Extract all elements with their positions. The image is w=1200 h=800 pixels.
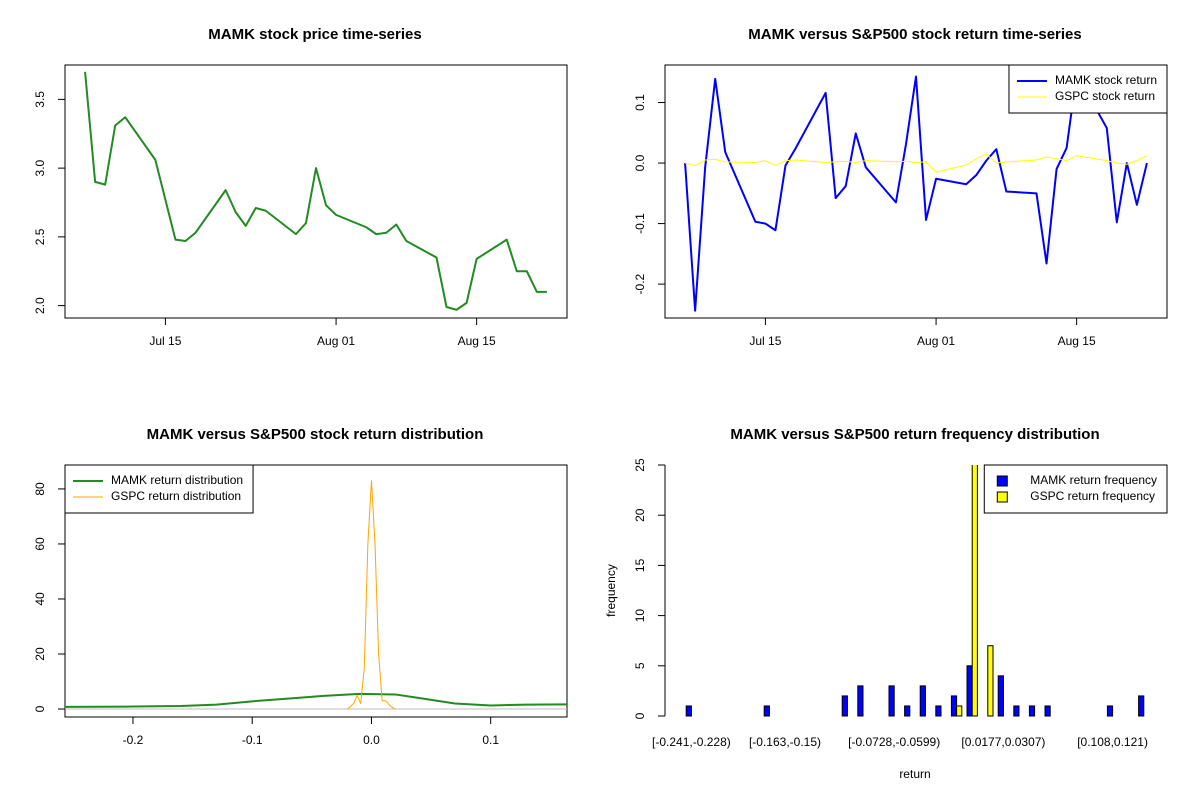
bar — [987, 645, 994, 717]
x-tick-label: 0.1 — [482, 733, 499, 747]
y-tick-label: 0 — [33, 705, 47, 712]
bar — [904, 705, 911, 717]
y-tick-label: 15 — [633, 558, 647, 572]
series-line — [684, 73, 1148, 312]
bar — [1138, 695, 1145, 717]
y-tick-label: 2.0 — [33, 297, 47, 314]
legend: MAMK return distribution GSPC return dist… — [64, 464, 254, 514]
y-tick-label: 20 — [33, 647, 47, 661]
bar — [1013, 705, 1020, 717]
bar — [997, 675, 1004, 717]
bar — [919, 685, 926, 717]
bar — [1044, 705, 1051, 717]
bar — [841, 695, 848, 717]
y-tick-label: 25 — [633, 458, 647, 472]
legend-box — [64, 464, 254, 514]
y-axis-label: frequency — [604, 564, 618, 617]
plot-frame — [64, 64, 568, 319]
chart-title: MAMK stock price time-series — [208, 26, 421, 43]
x-tick-label: [0.108,0.121) — [1077, 735, 1148, 749]
y-tick-label: 3.0 — [33, 159, 47, 176]
chart-title: MAMK versus S&P500 stock return time-ser… — [748, 26, 1081, 43]
y-tick-label: 60 — [33, 537, 47, 551]
y-tick-label: 10 — [633, 609, 647, 623]
x-tick-label: [-0.0728,-0.0599) — [848, 735, 940, 749]
y-tick-label: 80 — [33, 482, 47, 496]
x-tick-label: Jul 15 — [749, 334, 781, 348]
bar — [966, 665, 973, 717]
series-line — [347, 480, 396, 710]
x-tick-label: [-0.241,-0.228) — [652, 735, 731, 749]
x-tick-label: Aug 01 — [317, 334, 355, 348]
legend-swatch — [996, 491, 1008, 503]
x-tick-label: Aug 15 — [1058, 334, 1096, 348]
legend: MAMK return frequency GSPC return frequen… — [983, 464, 1168, 514]
x-tick-label: 0.0 — [363, 733, 380, 747]
x-tick-label: [-0.163,-0.15) — [749, 735, 821, 749]
legend-box — [1008, 64, 1168, 114]
x-tick-label: Aug 15 — [458, 334, 496, 348]
bar — [956, 705, 963, 717]
bar — [857, 685, 864, 717]
y-tick-label: 3.5 — [33, 91, 47, 108]
legend-label: GSPC stock return — [1055, 89, 1155, 103]
legend-label: MAMK return distribution — [111, 473, 243, 487]
y-tick-label: 2.5 — [33, 228, 47, 245]
series-line — [65, 692, 567, 708]
y-tick-label: 0.0 — [633, 154, 647, 171]
y-tick-label: 0.1 — [633, 94, 647, 111]
series-line — [84, 71, 547, 311]
x-tick-label: [0.0177,0.0307) — [961, 735, 1045, 749]
bar — [888, 685, 895, 717]
y-tick-label: -0.1 — [633, 213, 647, 234]
y-tick-label: 40 — [33, 592, 47, 606]
chart-title: MAMK versus S&P500 stock return distribu… — [147, 426, 484, 443]
x-axis-label: return — [899, 767, 930, 781]
legend-box — [983, 464, 1168, 514]
legend-label: GSPC return distribution — [111, 489, 241, 503]
x-tick-label: Jul 15 — [149, 334, 181, 348]
y-tick-label: 5 — [633, 662, 647, 669]
bar — [685, 705, 692, 717]
chart-title: MAMK versus S&P500 return frequency dist… — [730, 426, 1099, 443]
legend-label: MAMK return frequency — [1030, 473, 1157, 487]
y-tick-label: 20 — [633, 508, 647, 522]
x-tick-label: -0.2 — [123, 733, 144, 747]
bar — [971, 465, 978, 717]
legend-label: MAMK stock return — [1055, 73, 1157, 87]
legend: MAMK stock return GSPC stock return — [1008, 64, 1168, 114]
bar — [763, 705, 770, 717]
x-tick-label: Aug 01 — [917, 334, 955, 348]
bar — [950, 695, 958, 717]
y-tick-label: 0 — [633, 712, 647, 719]
bar — [935, 705, 942, 717]
legend-swatch — [996, 475, 1008, 487]
legend-label: GSPC return frequency — [1030, 489, 1155, 503]
series-line — [684, 153, 1148, 173]
x-tick-label: -0.1 — [242, 733, 263, 747]
bar — [1106, 705, 1114, 717]
y-tick-label: -0.2 — [633, 273, 647, 294]
bar — [1028, 705, 1036, 717]
